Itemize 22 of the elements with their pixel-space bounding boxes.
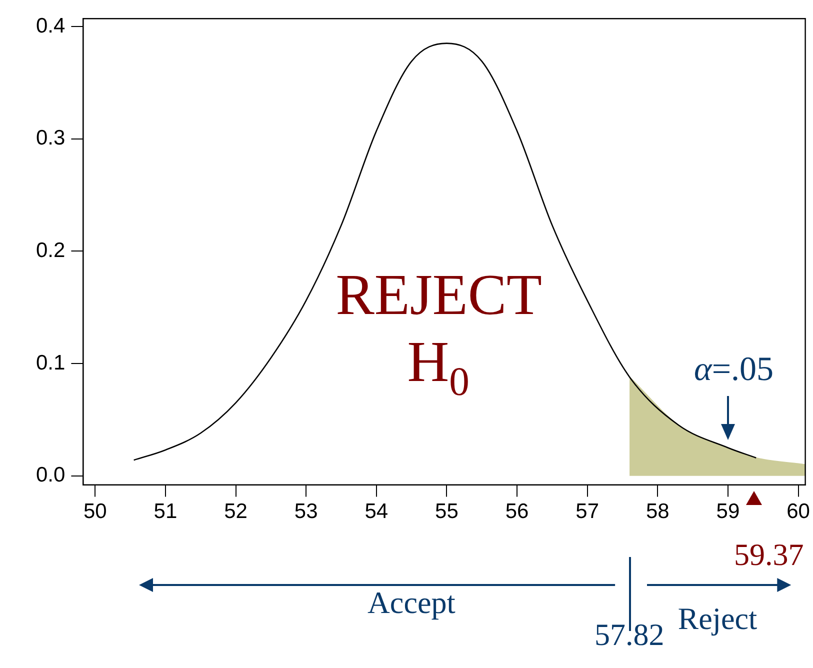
x-tick-label: 51 [154, 500, 178, 524]
annotation: α=.05 [694, 350, 774, 388]
text: Reject [678, 600, 758, 636]
y-tick-label: 0.1 [36, 351, 66, 374]
x-tick-label: 50 [83, 500, 107, 524]
y-tick-label: 0.0 [36, 464, 66, 487]
y-tick-label: 0.4 [36, 14, 66, 38]
text: Accept [368, 584, 456, 620]
x-tick-label: 57 [576, 500, 600, 524]
annotation: REJECT H$_{0}$ [336, 262, 542, 406]
annotation: 59.37 [734, 536, 804, 572]
x-tick-label: 52 [224, 500, 248, 524]
x-tick-label: 60 [786, 500, 810, 524]
y-tick-label: 0.3 [36, 126, 66, 150]
text: 57.82 [594, 616, 664, 652]
x-tick-label: 55 [435, 500, 458, 524]
x-tick-label: 54 [364, 500, 388, 524]
y-tick-label: 0.2 [36, 238, 66, 262]
x-tick-label: 56 [505, 500, 529, 524]
x-tick-label: 59 [716, 500, 740, 524]
x-tick-label: 58 [646, 500, 670, 524]
x-tick-label: 53 [294, 500, 318, 524]
